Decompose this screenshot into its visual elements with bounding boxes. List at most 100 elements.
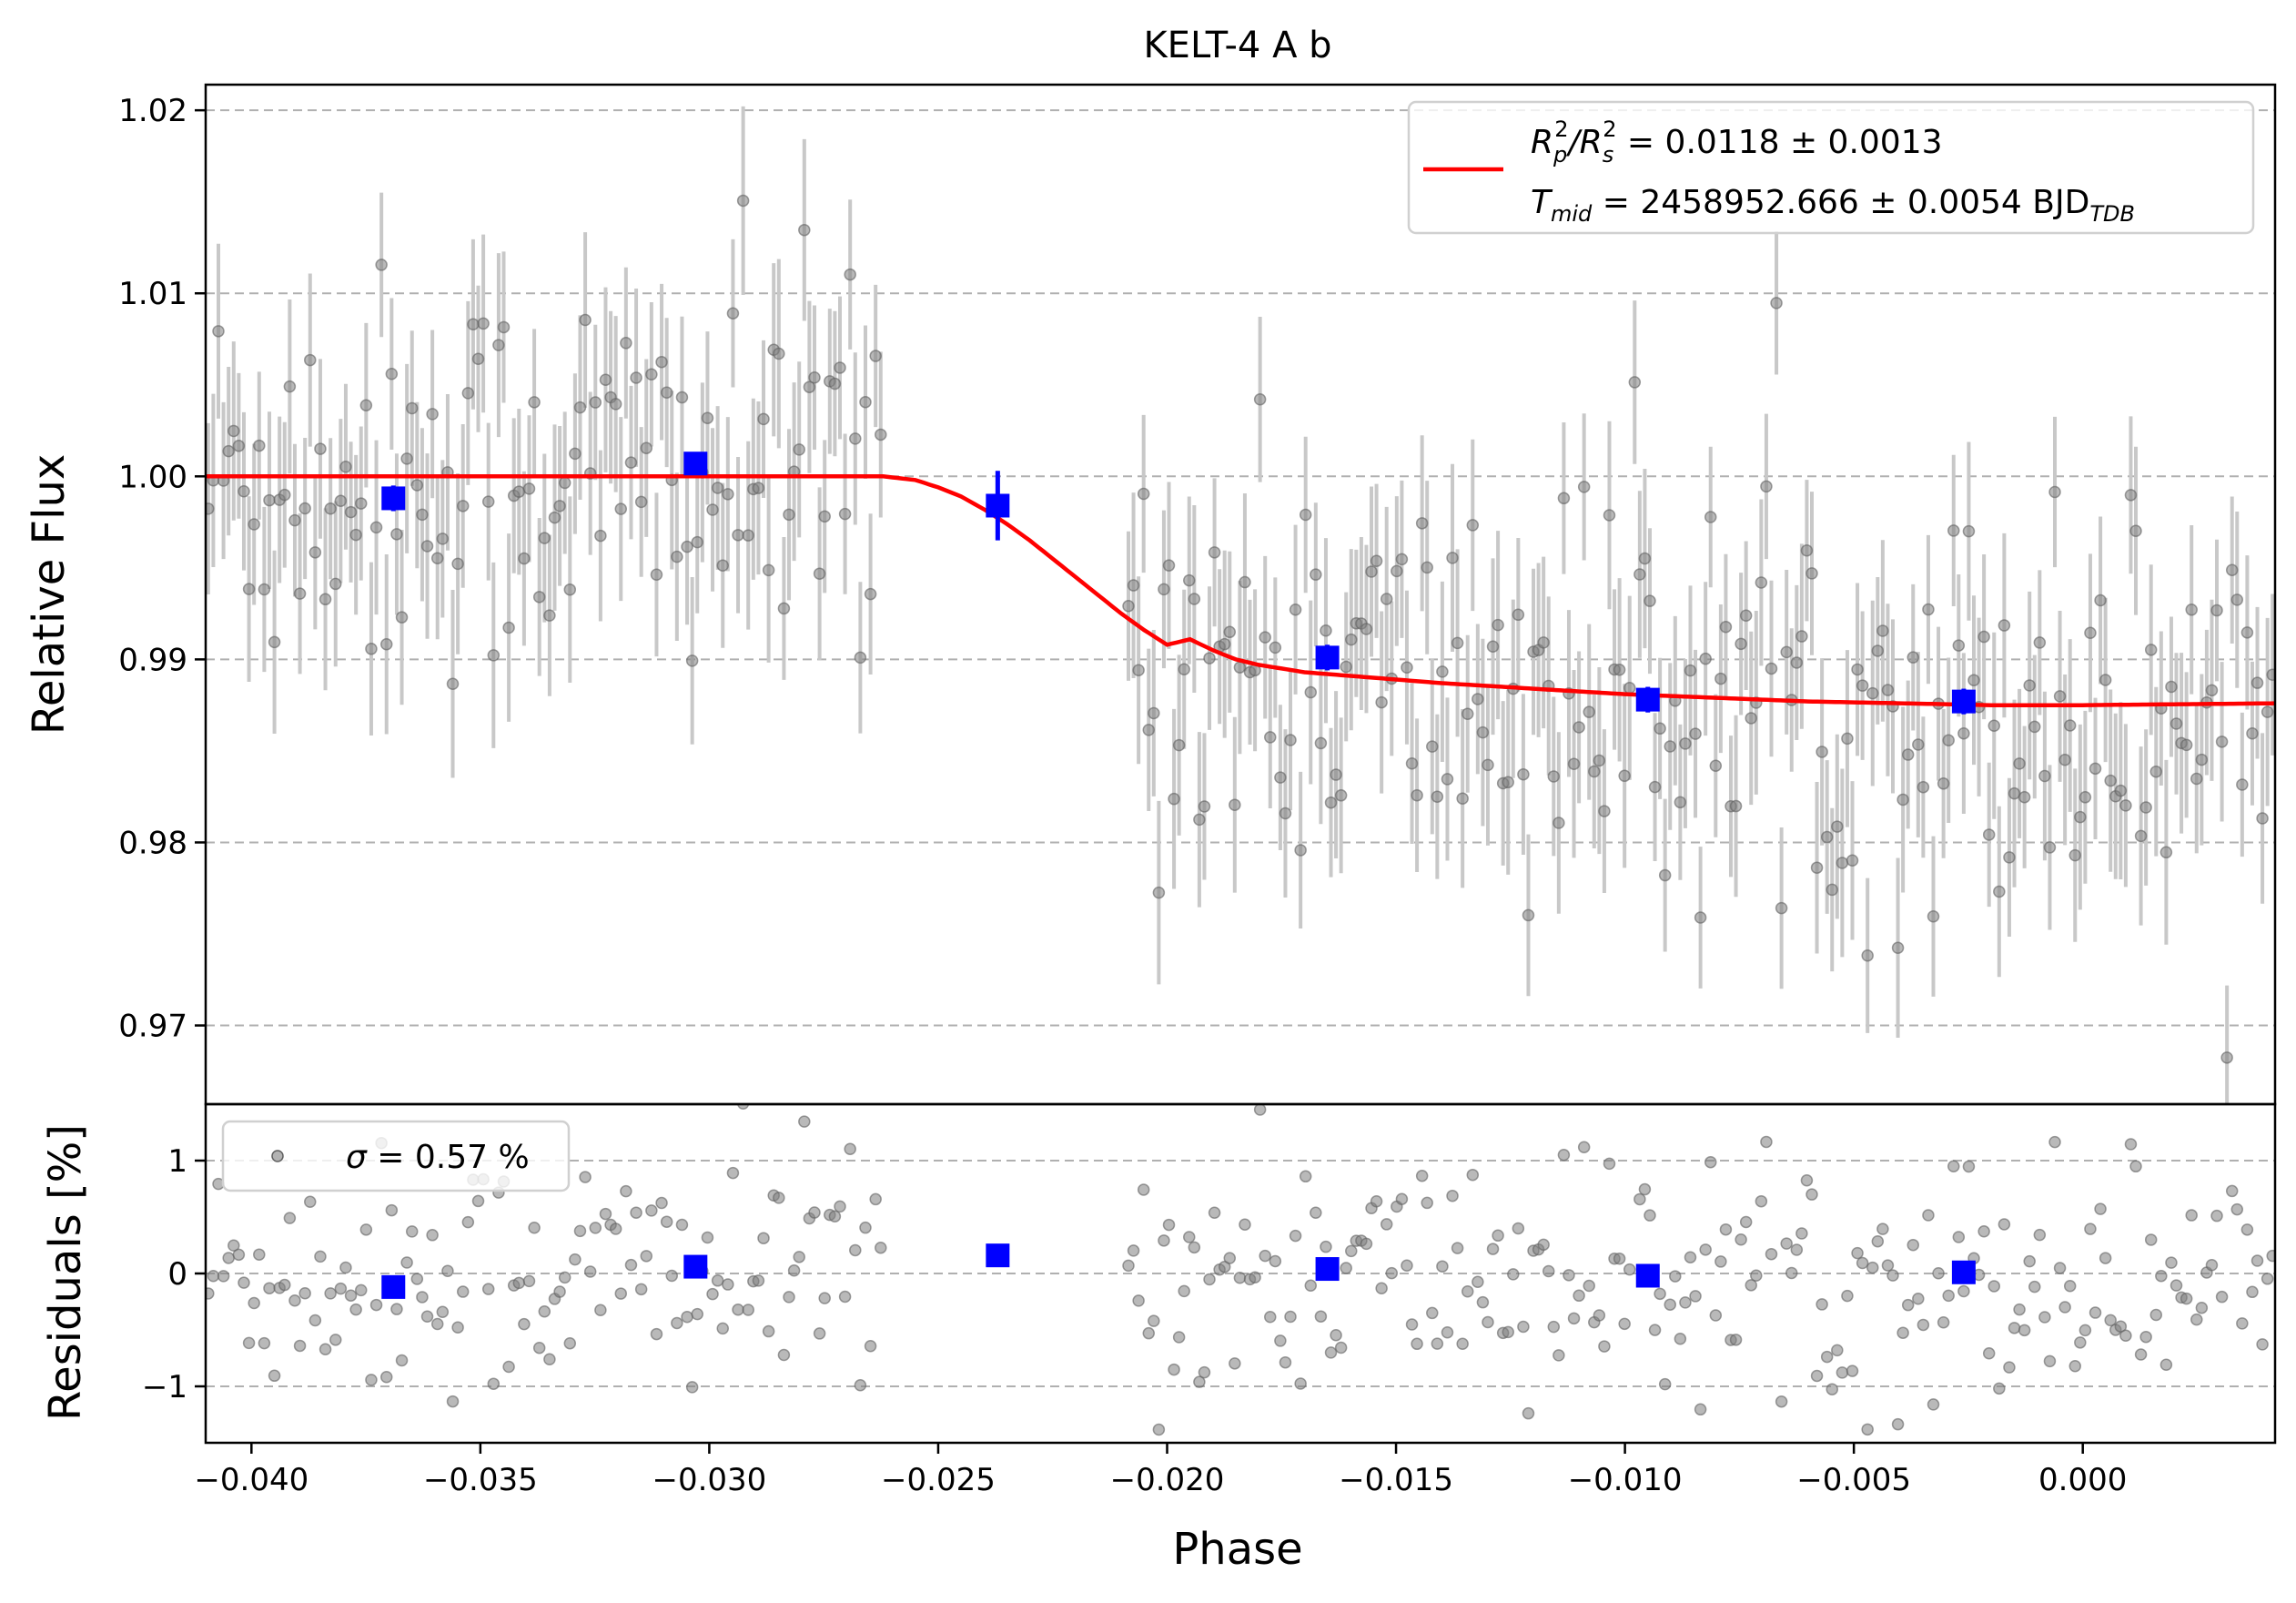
residual-point: [1658, 1377, 1672, 1391]
data-point: [1831, 820, 1844, 833]
data-point: [1486, 640, 1500, 653]
data-point: [1264, 731, 1277, 744]
residual-point: [1324, 1346, 1338, 1359]
residual-point: [1739, 1215, 1753, 1229]
residual-point: [1952, 1231, 1966, 1243]
residual-point: [834, 1200, 846, 1213]
residual-point: [1704, 1155, 1717, 1169]
residual-point: [869, 1192, 882, 1206]
data-point: [1699, 652, 1712, 665]
residual-point: [1618, 1317, 1631, 1331]
residual-point: [2261, 1273, 2274, 1285]
residual-point: [512, 1276, 526, 1290]
main-y-tick-label: 0.97: [118, 1009, 187, 1045]
data-point: [2205, 684, 2219, 697]
residual-point: [1917, 1318, 1930, 1332]
residual-point: [385, 1203, 399, 1217]
residual-point: [349, 1303, 362, 1316]
residual-point: [671, 1316, 683, 1330]
data-point: [732, 529, 744, 542]
data-point: [461, 387, 475, 400]
data-point: [1476, 725, 1490, 739]
data-point: [456, 500, 470, 512]
data-point: [2074, 810, 2087, 824]
data-point: [1573, 721, 1585, 734]
data-point: [1183, 573, 1196, 587]
residual-point: [589, 1222, 602, 1234]
residual-point: [1988, 1280, 2001, 1293]
residual-point: [1755, 1194, 1768, 1208]
residual-point: [1239, 1218, 1251, 1231]
residual-point: [1486, 1243, 1500, 1255]
data-point: [268, 635, 281, 649]
residual-point: [1674, 1332, 1687, 1345]
residual-point: [2215, 1290, 2229, 1304]
residual-point: [1780, 1237, 1793, 1250]
residual-point: [1891, 1417, 1905, 1431]
residual-point: [1982, 1347, 1996, 1360]
data-point: [2256, 812, 2269, 825]
data-point: [2084, 626, 2097, 640]
residual-point: [1314, 1310, 1328, 1323]
data-point: [675, 391, 689, 404]
residual-point: [1932, 1266, 1945, 1280]
residual-point: [1229, 1357, 1241, 1370]
data-point: [1461, 707, 1474, 721]
residual-point: [859, 1221, 872, 1234]
residual-point: [2119, 1329, 2132, 1343]
data-point: [1942, 734, 1955, 747]
data-point: [1137, 487, 1150, 501]
residual-point: [1816, 1298, 1828, 1311]
data-point: [630, 371, 642, 384]
residual-point: [2018, 1324, 2031, 1337]
residual-point: [416, 1291, 429, 1304]
residual-point: [2246, 1285, 2259, 1299]
data-point: [1709, 759, 1723, 772]
data-point: [359, 399, 373, 411]
data-point: [777, 602, 791, 615]
residual-point: [1729, 1334, 1743, 1346]
residual-point: [1330, 1328, 1342, 1342]
data-point: [344, 505, 358, 519]
residual-point: [1461, 1285, 1474, 1298]
binned-point: [986, 493, 1010, 518]
residual-data-points: [206, 1104, 2275, 1436]
data-point: [1401, 661, 1413, 674]
residual-point: [355, 1283, 368, 1297]
data-point: [620, 337, 632, 350]
data-point: [2170, 717, 2183, 730]
residual-point: [446, 1395, 460, 1408]
residual-point: [502, 1360, 515, 1374]
residual-point: [1765, 1247, 1778, 1261]
residual-point: [1385, 1266, 1399, 1280]
data-point: [1896, 793, 1909, 807]
residual-point: [1401, 1259, 1413, 1272]
main-y-ticks: 0.97 0.98 0.99 1.00 1.01 1.02: [118, 93, 206, 1045]
data-point: [1775, 901, 1788, 915]
residual-point: [1512, 1222, 1525, 1235]
data-point: [2195, 753, 2209, 766]
data-point: [334, 494, 348, 508]
residual-point: [624, 1258, 638, 1272]
residual-point: [308, 1314, 322, 1327]
data-point: [1684, 664, 1697, 677]
residual-point: [594, 1304, 607, 1317]
residual-point: [793, 1251, 805, 1263]
residual-point: [2195, 1301, 2209, 1314]
residual-point: [1233, 1272, 1247, 1284]
residual-point: [293, 1339, 307, 1353]
residual-point: [573, 1224, 587, 1238]
data-point: [1790, 656, 1804, 669]
data-point: [543, 609, 556, 622]
residual-point: [2149, 1308, 2163, 1322]
data-point: [854, 651, 867, 665]
data-point: [1370, 554, 1383, 568]
data-point: [671, 550, 683, 563]
residual-point: [1380, 1218, 1393, 1231]
data-point: [2240, 626, 2254, 639]
residual-point: [379, 1371, 393, 1384]
residual-point: [1345, 1244, 1358, 1258]
data-point: [1223, 625, 1237, 639]
residual-point: [2099, 1252, 2112, 1264]
residual-point: [1537, 1238, 1550, 1252]
